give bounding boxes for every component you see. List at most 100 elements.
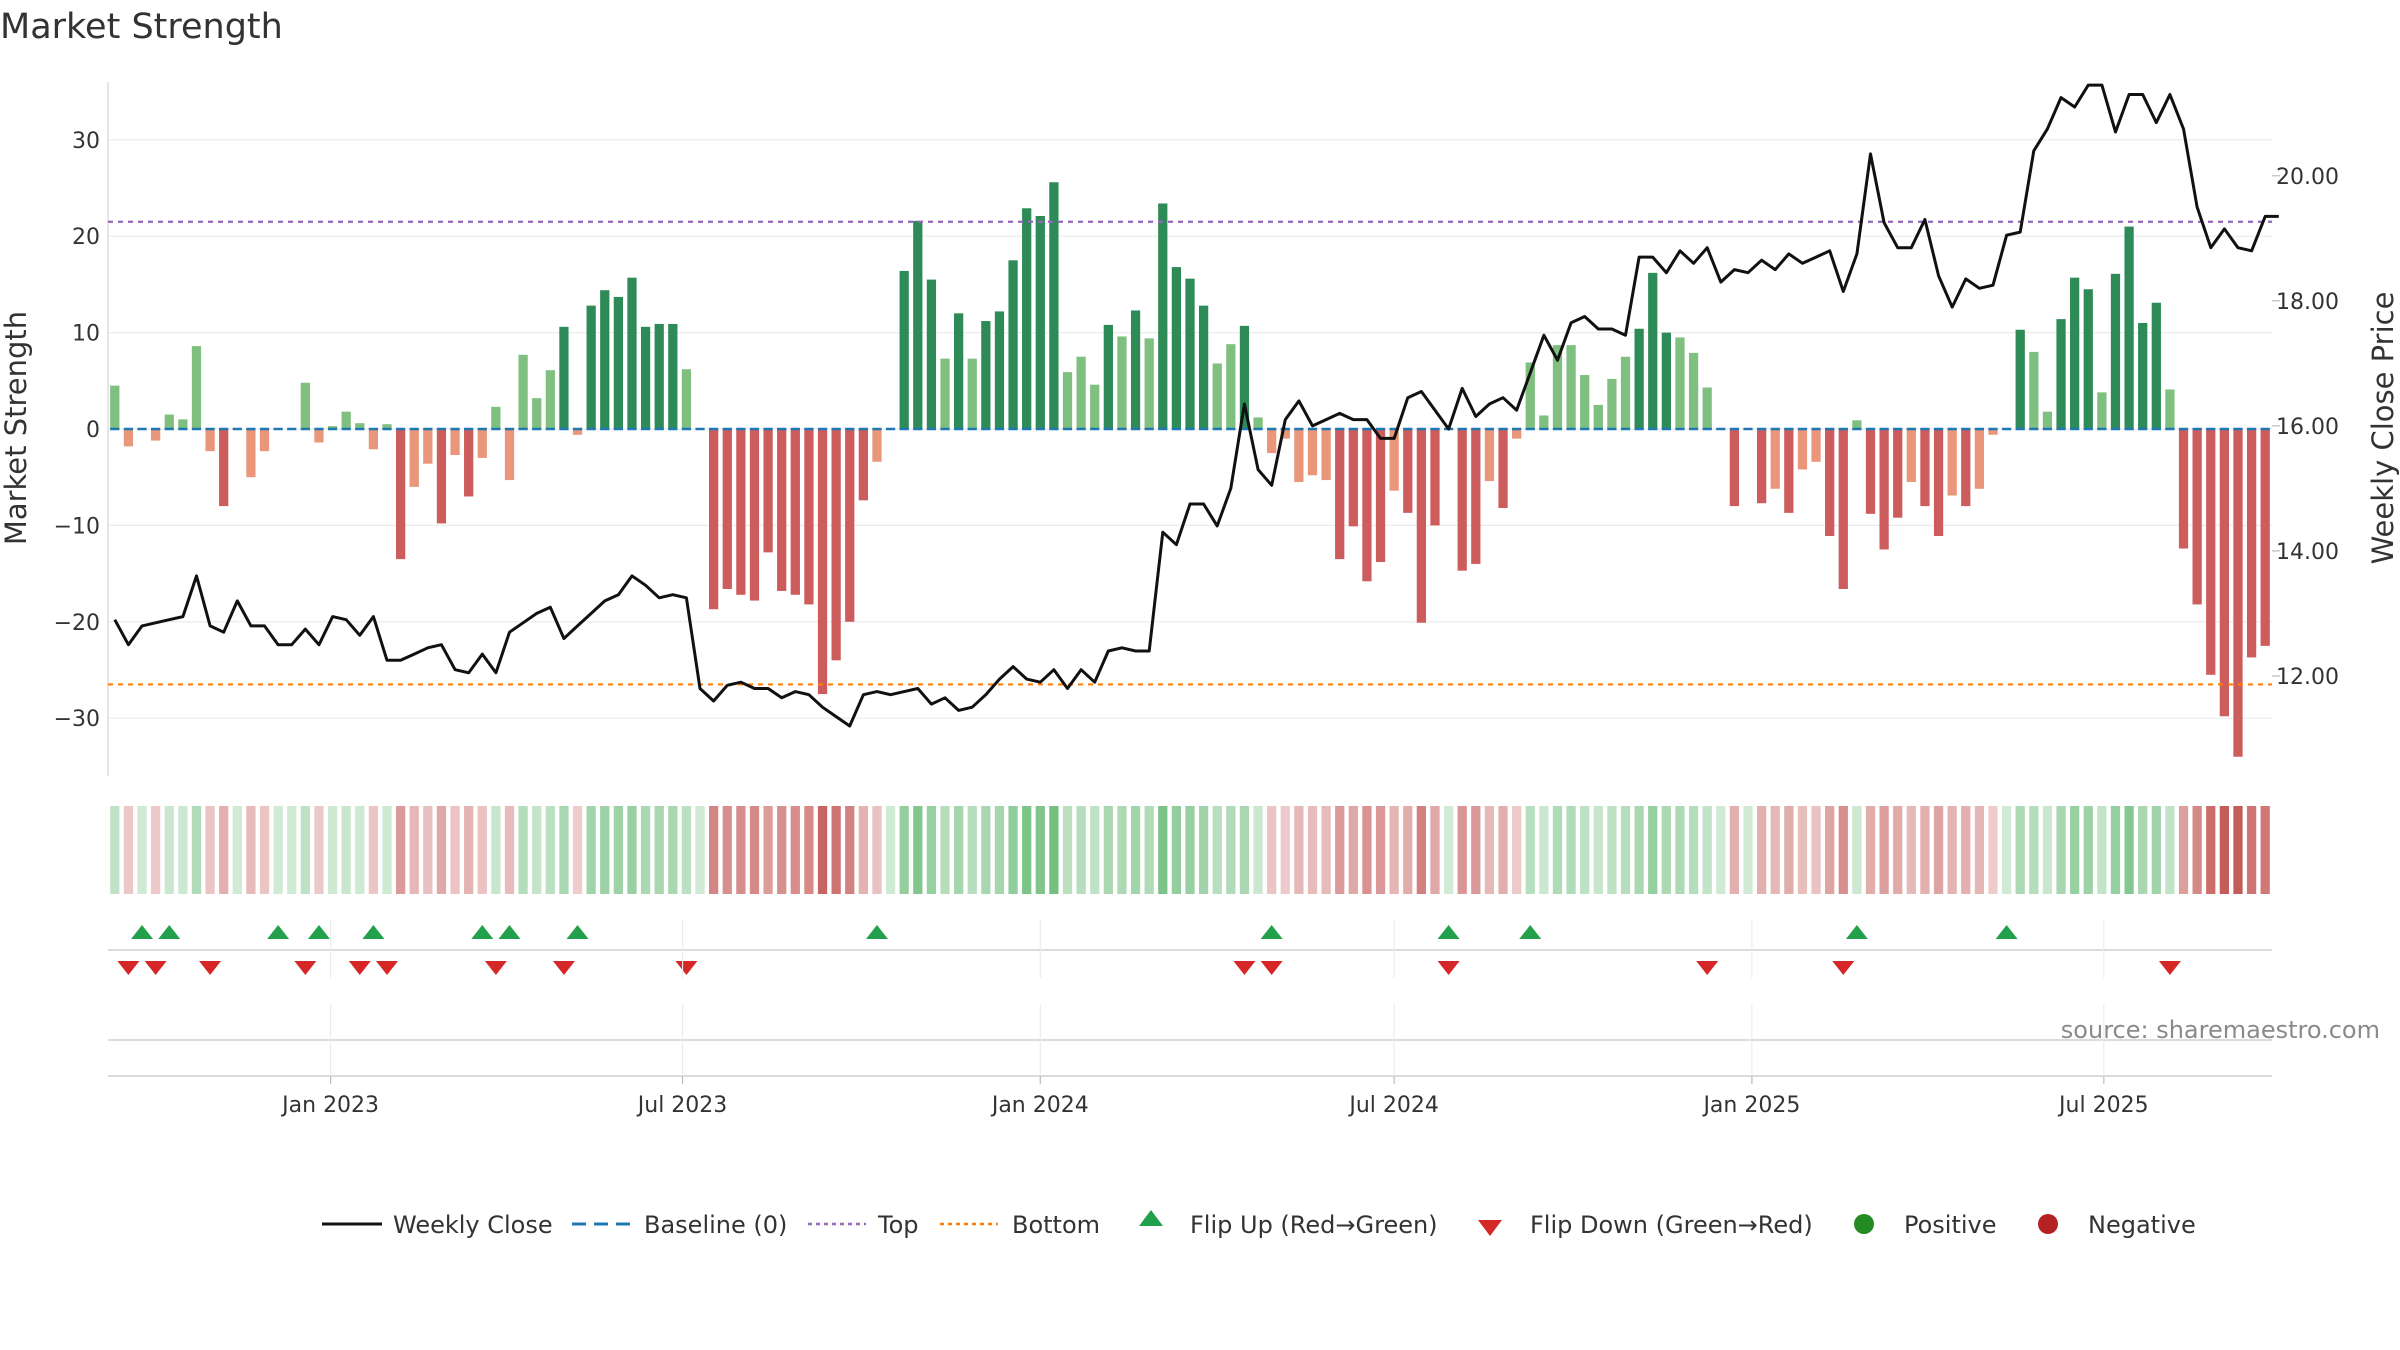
strength-bar [872, 429, 882, 462]
strength-bars [110, 182, 2270, 757]
strip-cell [1076, 806, 1086, 894]
strength-bar [314, 429, 324, 443]
strip-cell [219, 806, 229, 894]
flip-up-marker [865, 925, 888, 939]
strength-bar [1661, 332, 1671, 429]
strength-bar [600, 290, 610, 429]
strength-bar [2246, 429, 2257, 658]
strip-cell [1811, 806, 1821, 894]
strength-bar [845, 429, 855, 622]
strip-cell [2178, 806, 2189, 894]
legend-flip-down-label: Flip Down (Green→Red) [1530, 1211, 1813, 1239]
strength-bar [355, 423, 365, 429]
strip-cell [1607, 806, 1617, 894]
flip-down-marker [1696, 961, 1719, 975]
flip-up-marker [131, 925, 154, 939]
strength-bar [1267, 429, 1277, 454]
strip-cell [1838, 806, 1848, 894]
strip-cell [804, 806, 814, 894]
flip-up-marker [1437, 925, 1460, 939]
strength-bar [2260, 429, 2270, 646]
strength-bar [1117, 336, 1127, 429]
strength-bar [423, 429, 433, 464]
strip-cell [178, 806, 188, 894]
strip-cell [123, 806, 134, 894]
legend-flip-up-label: Flip Up (Red→Green) [1190, 1211, 1438, 1239]
strip-cell [1239, 806, 1250, 894]
strength-bar [994, 311, 1005, 429]
strip-cell [790, 806, 800, 894]
strength-bar [123, 429, 134, 447]
legend-positive-label: Positive [1904, 1211, 1997, 1239]
strip-cell [967, 806, 977, 894]
strip-cell [1947, 806, 1957, 894]
strength-bar [1062, 372, 1073, 429]
strip-cell [1580, 806, 1590, 894]
strip-cell [845, 806, 855, 894]
strip-cell [368, 806, 379, 894]
strip-cell [2233, 806, 2243, 894]
strip-cell [423, 806, 433, 894]
strength-bar [1198, 305, 1209, 429]
strength-bar [1076, 356, 1086, 429]
strength-bar [1539, 415, 1549, 429]
strength-bar [1552, 345, 1563, 429]
strength-bar [436, 429, 447, 524]
strip-cell [273, 806, 283, 894]
strength-bar [219, 429, 229, 507]
strip-cell [981, 806, 991, 894]
strip-cell [1035, 806, 1045, 894]
strip-cell [1879, 806, 1889, 894]
strip-cell [1566, 806, 1576, 894]
strength-bar [1675, 337, 1685, 429]
strength-bar [1566, 345, 1576, 429]
strength-bar [1512, 429, 1522, 439]
strip-cell [872, 806, 882, 894]
strip-cell [613, 806, 624, 894]
strip-cell [1226, 806, 1236, 894]
strength-bar [981, 321, 991, 429]
strength-bar [1620, 356, 1631, 429]
x-tick-label: Jul 2023 [636, 1093, 728, 1118]
strength-bar [940, 358, 950, 429]
strength-bar [1702, 387, 1712, 429]
strength-bar [1471, 429, 1481, 564]
left-y-tick-label: −10 [54, 514, 100, 539]
strength-bar [654, 323, 664, 429]
left-y-tick-label: −20 [54, 611, 100, 636]
strip-cell [137, 806, 147, 894]
strip-cell [1648, 806, 1658, 894]
strip-cell [246, 806, 256, 894]
strip-cell [858, 806, 868, 894]
strip-cell [1729, 806, 1740, 894]
strip-cell [232, 806, 242, 894]
strip-cell [259, 806, 270, 894]
strip-cell [1484, 806, 1495, 894]
strip-cell [1362, 806, 1372, 894]
strength-bar [1144, 338, 1154, 429]
strip-cell [2110, 806, 2121, 894]
strip-cell [1933, 806, 1944, 894]
legend-baseline-label: Baseline (0) [644, 1211, 787, 1239]
strip-cell [2138, 806, 2148, 894]
legend-flip-up-marker [1139, 1210, 1163, 1226]
strip-cell [355, 806, 365, 894]
strength-bar [205, 429, 215, 452]
strip-cell [1661, 806, 1671, 894]
strip-cell [586, 806, 596, 894]
strength-bar [1171, 267, 1182, 429]
strip-cell [817, 806, 828, 894]
strength-bar [2029, 351, 2039, 429]
strip-cell [1797, 806, 1808, 894]
strength-bar [327, 426, 338, 429]
strip-cell [1198, 806, 1209, 894]
strength-bar [1525, 362, 1535, 429]
strength-bar [409, 429, 419, 487]
strength-bar [1961, 429, 1971, 507]
strip-cell [1988, 806, 1998, 894]
strip-cell [559, 806, 569, 894]
strength-bar [1756, 429, 1767, 504]
flip-down-marker [484, 961, 507, 975]
strip-cell [409, 806, 419, 894]
